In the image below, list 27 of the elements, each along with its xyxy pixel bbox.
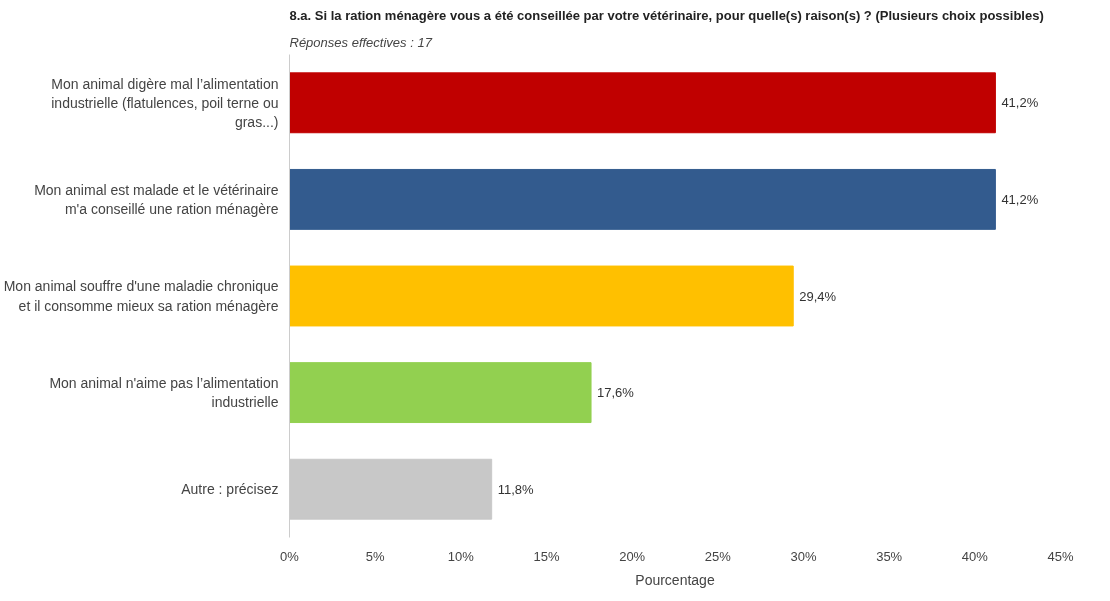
x-tick-label: 15%: [533, 548, 560, 564]
data-label: 41,2%: [1001, 191, 1039, 207]
y-tick-label: Mon animal est malade et le vétérinaire m'a conseillé une ration ménagère: [34, 181, 279, 217]
y-tick-label: Autre : précisez: [181, 481, 279, 498]
x-tick-label: 45%: [1047, 548, 1074, 564]
x-tick-label: 0%: [280, 548, 300, 564]
y-tick-label: Mon animal souffre d'une maladie chronique et il consomme mieux sa ration ménagère: [3, 278, 279, 314]
bar: [289, 168, 996, 230]
y-tick-label: Mon animal digère mal l’alimentation industrielle (flatulences, poil terne ou gras...): [51, 75, 279, 130]
chart-subtitle: Réponses effectives : 17: [289, 34, 433, 50]
x-tick-label: 40%: [961, 548, 989, 564]
x-tick-label: 20%: [619, 548, 646, 564]
data-label: 11,8%: [497, 481, 535, 497]
y-tick-label: Mon animal n'aime pas l’alimentation industrielle: [49, 375, 279, 411]
bar: [289, 362, 592, 424]
data-label: 41,2%: [1001, 95, 1039, 111]
bar: [289, 72, 996, 134]
data-label: 17,6%: [597, 385, 635, 401]
bar: [289, 265, 794, 327]
chart-title: 8.a. Si la ration ménagère vous a été conseillée par votre vétérinaire, pour quelle(s) raison(s) ? (Plusieurs choix possibles): [289, 7, 1044, 23]
x-tick-label: 35%: [876, 548, 903, 564]
x-tick-label: 5%: [365, 548, 385, 564]
x-tick-label: 30%: [790, 548, 817, 564]
x-tick-label: 25%: [704, 548, 732, 564]
x-tick-label: 10%: [447, 548, 475, 564]
data-label: 29,4%: [799, 288, 837, 304]
x-axis-title: Pourcentage: [635, 571, 715, 588]
